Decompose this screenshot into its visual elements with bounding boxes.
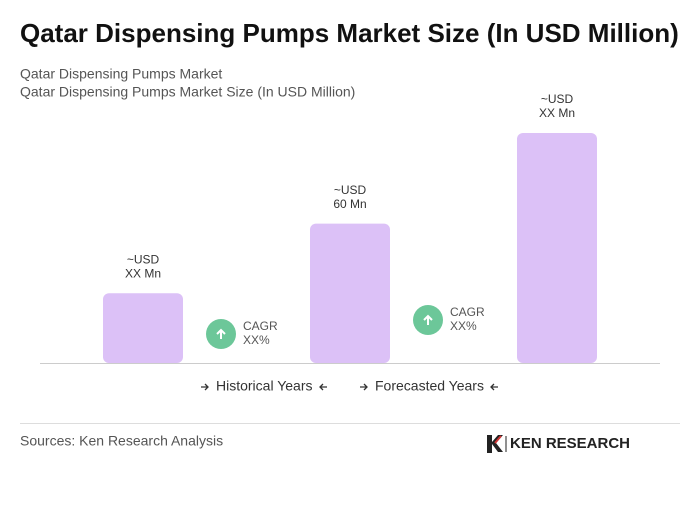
logo: KEN RESEARCH bbox=[487, 435, 630, 453]
legend: Historical Years Forecasted Years bbox=[201, 378, 498, 394]
bar bbox=[103, 293, 183, 363]
legend-arrow bbox=[490, 383, 498, 391]
legend-label: Forecasted Years bbox=[375, 378, 484, 394]
logo-accent bbox=[494, 435, 502, 444]
brand: KEN RESEARCH bbox=[510, 435, 630, 452]
cagr-arrow bbox=[216, 328, 226, 339]
legend-arrow bbox=[319, 383, 327, 391]
cagr-label: CAGR bbox=[243, 319, 278, 333]
cagr-label: CAGR bbox=[450, 305, 485, 319]
bar bbox=[517, 133, 597, 363]
value-label: ~USD bbox=[541, 92, 574, 106]
cagr-label: XX% bbox=[450, 319, 477, 333]
source: Sources: Ken Research Analysis bbox=[20, 433, 223, 449]
value-label: 60 Mn bbox=[333, 197, 366, 211]
subtitle: Qatar Dispensing Pumps Market Size (In U… bbox=[20, 84, 355, 100]
legend-label: Historical Years bbox=[216, 378, 313, 394]
value-label: XX Mn bbox=[539, 106, 575, 120]
legend-arrow bbox=[201, 383, 209, 391]
bar bbox=[310, 223, 390, 363]
chart-title: Qatar Dispensing Pumps Market Size (In U… bbox=[20, 18, 679, 48]
cagr-arrow bbox=[423, 314, 433, 325]
legend-arrow bbox=[360, 383, 368, 391]
value-label: ~USD bbox=[127, 252, 160, 266]
subtitle: Qatar Dispensing Pumps Market bbox=[20, 66, 222, 82]
cagr-label: XX% bbox=[243, 333, 270, 347]
value-label: ~USD bbox=[334, 183, 367, 197]
value-label: XX Mn bbox=[125, 266, 161, 280]
